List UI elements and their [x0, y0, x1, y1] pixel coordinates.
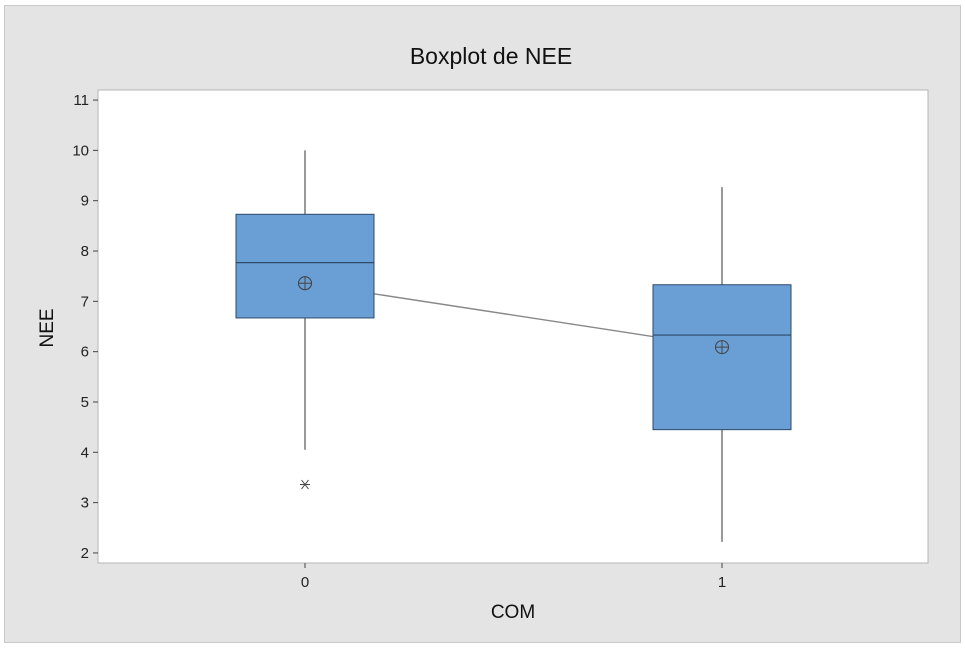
outlier-stroke: [301, 479, 309, 490]
x-tick-label: 0: [301, 574, 309, 591]
x-axis-title: COM: [491, 602, 535, 623]
y-tick-label: 4: [81, 444, 89, 461]
y-axis: 2 3 4 5 6 7 8 9 10 11: [72, 92, 98, 562]
mean-marker: [297, 276, 313, 291]
box-iqr: [235, 213, 375, 319]
y-axis-title: NEE: [37, 308, 58, 347]
y-tick-label: 9: [81, 193, 89, 210]
y-tick-label: 3: [81, 495, 89, 512]
outlier-marker: [300, 479, 310, 490]
box-group-0: [235, 150, 375, 490]
boxes: [235, 150, 792, 542]
box-group-1: [652, 187, 792, 542]
y-tick-label: 6: [81, 344, 89, 361]
chart-title: Boxplot de NEE: [410, 43, 572, 69]
y-tick-label: 8: [81, 243, 89, 260]
y-tick-label: 5: [81, 394, 89, 411]
x-tick-label: 1: [718, 574, 726, 591]
y-tick-label: 10: [72, 142, 89, 159]
y-tick-label: 2: [81, 545, 89, 562]
mean-marker: [714, 340, 730, 355]
y-tick-label: 7: [81, 293, 89, 310]
y-tick-label: 11: [73, 92, 89, 109]
box-iqr: [652, 284, 792, 431]
plot-area: [97, 89, 929, 564]
